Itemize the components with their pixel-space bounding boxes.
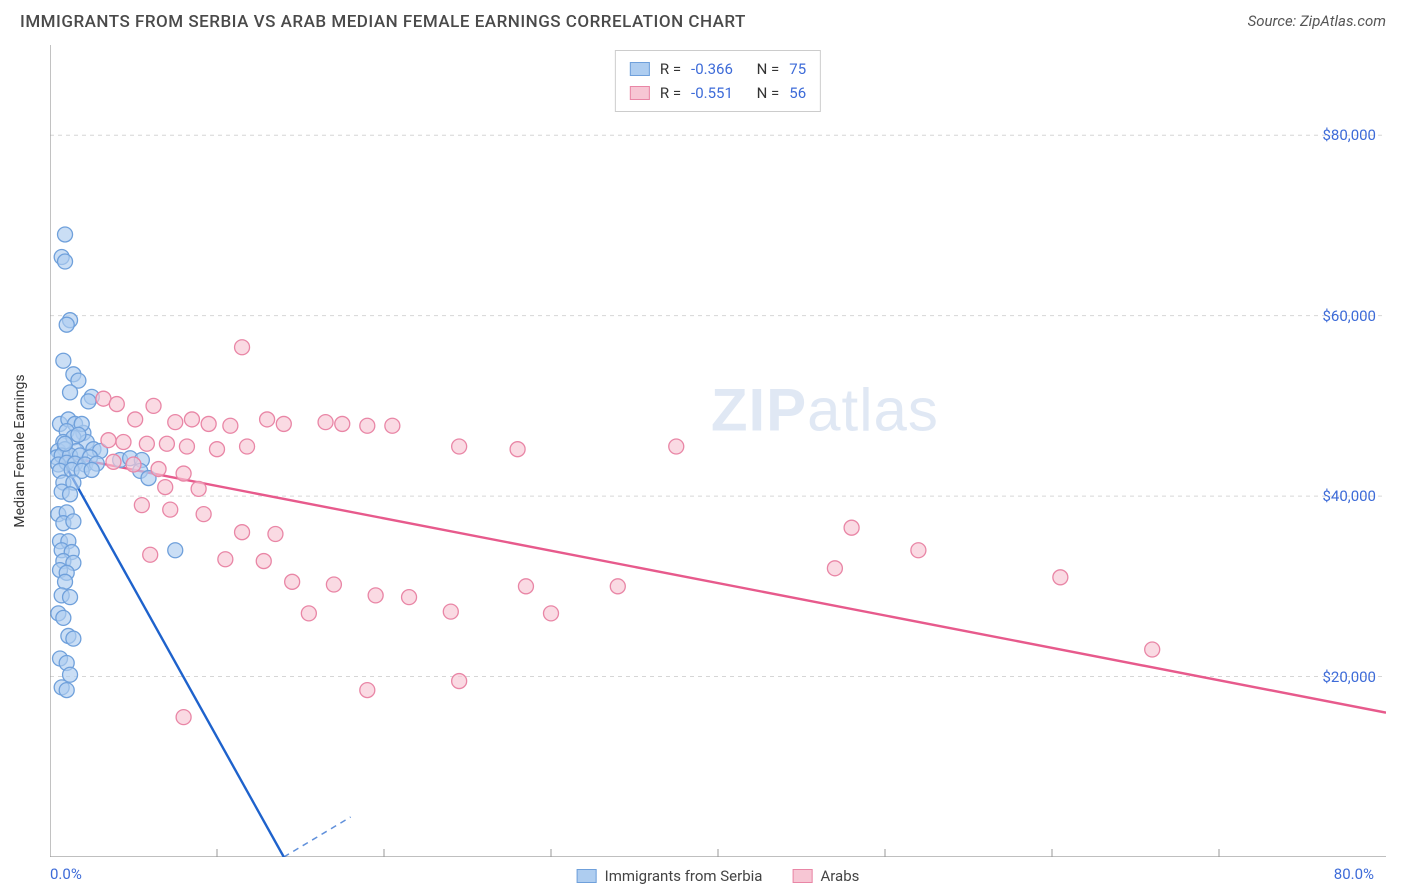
r-value-arabs: -0.551 [691, 81, 733, 105]
n-label: N = [757, 81, 780, 105]
swatch-arabs [792, 869, 812, 883]
scatter-plot [50, 45, 1386, 857]
n-value-serbia: 75 [789, 57, 806, 81]
y-tick-label: $20,000 [1322, 668, 1376, 686]
x-axis-max: 80.0% [1334, 865, 1374, 883]
legend-item-arabs: Arabs [792, 867, 859, 885]
r-value-serbia: -0.366 [691, 57, 733, 81]
x-axis-min: 0.0% [50, 865, 82, 883]
chart-container: Median Female Earnings ZIPatlas R = -0.3… [50, 45, 1386, 857]
y-tick-label: $80,000 [1322, 126, 1376, 144]
series-legend: Immigrants from Serbia Arabs [577, 867, 860, 885]
n-value-arabs: 56 [789, 81, 806, 105]
legend-item-serbia: Immigrants from Serbia [577, 867, 763, 885]
legend-row-serbia: R = -0.366 N = 75 [630, 57, 806, 81]
y-axis-label: Median Female Earnings [12, 374, 28, 527]
source-name: ZipAtlas.com [1300, 12, 1386, 30]
y-tick-label: $40,000 [1322, 487, 1376, 505]
r-label: R = [660, 57, 681, 81]
source-prefix: Source: [1248, 12, 1300, 30]
source-attribution: Source: ZipAtlas.com [1248, 12, 1386, 30]
swatch-arabs [630, 86, 650, 100]
series-label-arabs: Arabs [820, 867, 859, 885]
y-tick-label: $60,000 [1322, 307, 1376, 325]
legend-row-arabs: R = -0.551 N = 56 [630, 81, 806, 105]
correlation-legend: R = -0.366 N = 75 R = -0.551 N = 56 [615, 50, 821, 112]
r-label: R = [660, 81, 681, 105]
chart-title: IMMIGRANTS FROM SERBIA VS ARAB MEDIAN FE… [20, 12, 746, 32]
swatch-serbia [577, 869, 597, 883]
series-label-serbia: Immigrants from Serbia [605, 867, 763, 885]
swatch-serbia [630, 62, 650, 76]
n-label: N = [757, 57, 780, 81]
